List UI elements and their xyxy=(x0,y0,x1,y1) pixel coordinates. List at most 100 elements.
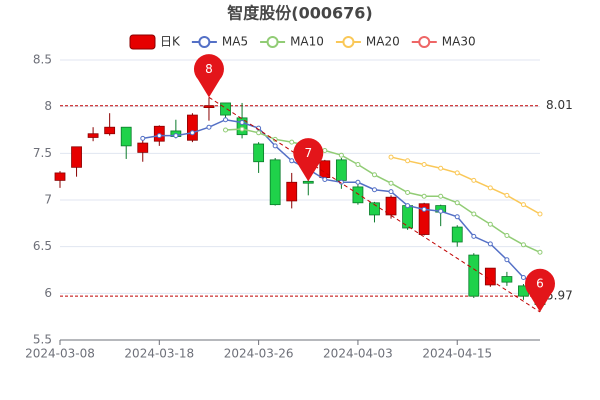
x-tick-label: 2024-03-26 xyxy=(224,347,294,361)
ma-point xyxy=(438,208,444,214)
candle-body xyxy=(220,102,231,116)
candle-body xyxy=(187,114,198,141)
marker-pin xyxy=(293,138,324,182)
ma-point xyxy=(388,180,394,186)
ma-line xyxy=(225,128,541,253)
ma-point xyxy=(454,200,460,206)
ma-point xyxy=(355,162,361,168)
candle-body xyxy=(203,105,215,108)
ma-point xyxy=(355,179,361,185)
ma-point xyxy=(471,211,477,217)
ma-point xyxy=(405,203,411,209)
ma-point xyxy=(454,170,460,176)
candle-body xyxy=(335,159,347,181)
marker-pin xyxy=(525,268,555,312)
candle-body xyxy=(402,205,413,229)
ma-point xyxy=(421,193,427,199)
marker-label: 8 xyxy=(205,62,213,76)
ma-point xyxy=(438,193,444,199)
ma-point xyxy=(454,214,460,220)
ma-point xyxy=(371,172,377,178)
ma-point xyxy=(487,185,493,191)
y-tick-label: 7.5 xyxy=(33,146,52,160)
ma-point xyxy=(322,148,328,154)
ma-line xyxy=(142,118,541,287)
ma-point xyxy=(438,165,444,171)
legend-icon xyxy=(342,36,355,48)
ma-point xyxy=(537,249,543,255)
x-tick-label: 2024-03-08 xyxy=(25,347,95,361)
ma-point xyxy=(537,211,543,217)
legend-label: MA30 xyxy=(442,35,476,49)
legend-item: 日K xyxy=(129,34,181,50)
ma-point xyxy=(471,177,477,183)
ma-point xyxy=(388,189,394,195)
candle-body xyxy=(369,202,380,216)
y-tick-label: 6.5 xyxy=(33,239,52,253)
candle-body xyxy=(236,117,248,136)
ma-line xyxy=(390,156,541,215)
y-tick-label: 8.5 xyxy=(33,53,52,67)
ma-point xyxy=(421,206,427,212)
ma-point xyxy=(338,152,344,158)
ma-point xyxy=(388,154,394,160)
ma-point xyxy=(504,257,510,263)
candle-body xyxy=(302,180,314,184)
ma-point xyxy=(371,187,377,193)
ma-point xyxy=(256,130,262,136)
legend-icon xyxy=(418,36,431,48)
candle-body xyxy=(104,126,116,135)
ma-point xyxy=(520,202,526,208)
candle-body xyxy=(451,226,463,243)
marker-label: 7 xyxy=(304,146,312,160)
y-tick-label: 8 xyxy=(44,99,52,113)
y-tick-label: 6 xyxy=(44,286,52,300)
candle-body xyxy=(71,146,82,168)
reference-label: 8.01 xyxy=(546,98,573,112)
ma-point xyxy=(173,133,179,139)
ma-point xyxy=(239,126,245,132)
ma-point xyxy=(239,120,245,126)
ma-point xyxy=(140,135,146,141)
reference-label: 5.97 xyxy=(546,289,573,303)
legend-icon xyxy=(129,34,156,50)
ma-point xyxy=(487,221,493,227)
ma-point xyxy=(471,233,477,239)
ma-point xyxy=(289,139,295,145)
marker-label: 6 xyxy=(536,277,544,291)
candle-body xyxy=(269,159,281,206)
marker-pin xyxy=(193,54,224,98)
legend-item: MA5 xyxy=(191,35,248,49)
ma-point xyxy=(156,133,162,139)
ma-point xyxy=(223,127,229,133)
candle-body xyxy=(501,276,513,283)
candle-body xyxy=(418,203,430,235)
ma-point xyxy=(189,130,195,136)
ma-point xyxy=(504,192,510,198)
candle-body xyxy=(286,181,298,202)
ma-point xyxy=(421,162,427,168)
legend-label: MA5 xyxy=(222,35,248,49)
ma-point xyxy=(520,274,526,280)
ma-point xyxy=(405,158,411,164)
x-tick-label: 2024-04-15 xyxy=(422,347,492,361)
y-tick-label: 7 xyxy=(44,193,52,207)
ma-point xyxy=(322,176,328,182)
ma-point xyxy=(289,158,295,164)
ma-point xyxy=(223,117,229,123)
y-tick-label: 5.5 xyxy=(33,333,52,347)
candle-body xyxy=(253,143,265,163)
candle-body xyxy=(137,142,149,153)
candle-body xyxy=(120,126,132,147)
trend-line xyxy=(208,96,541,313)
legend-item: MA20 xyxy=(335,35,400,49)
legend-label: 日K xyxy=(160,35,181,49)
legend-item: MA30 xyxy=(411,35,476,49)
legend-label: MA10 xyxy=(290,35,324,49)
candle-body xyxy=(352,186,364,204)
ma-point xyxy=(272,143,278,149)
ma-point xyxy=(504,232,510,238)
ma-point xyxy=(520,242,526,248)
legend-icon xyxy=(198,36,211,48)
